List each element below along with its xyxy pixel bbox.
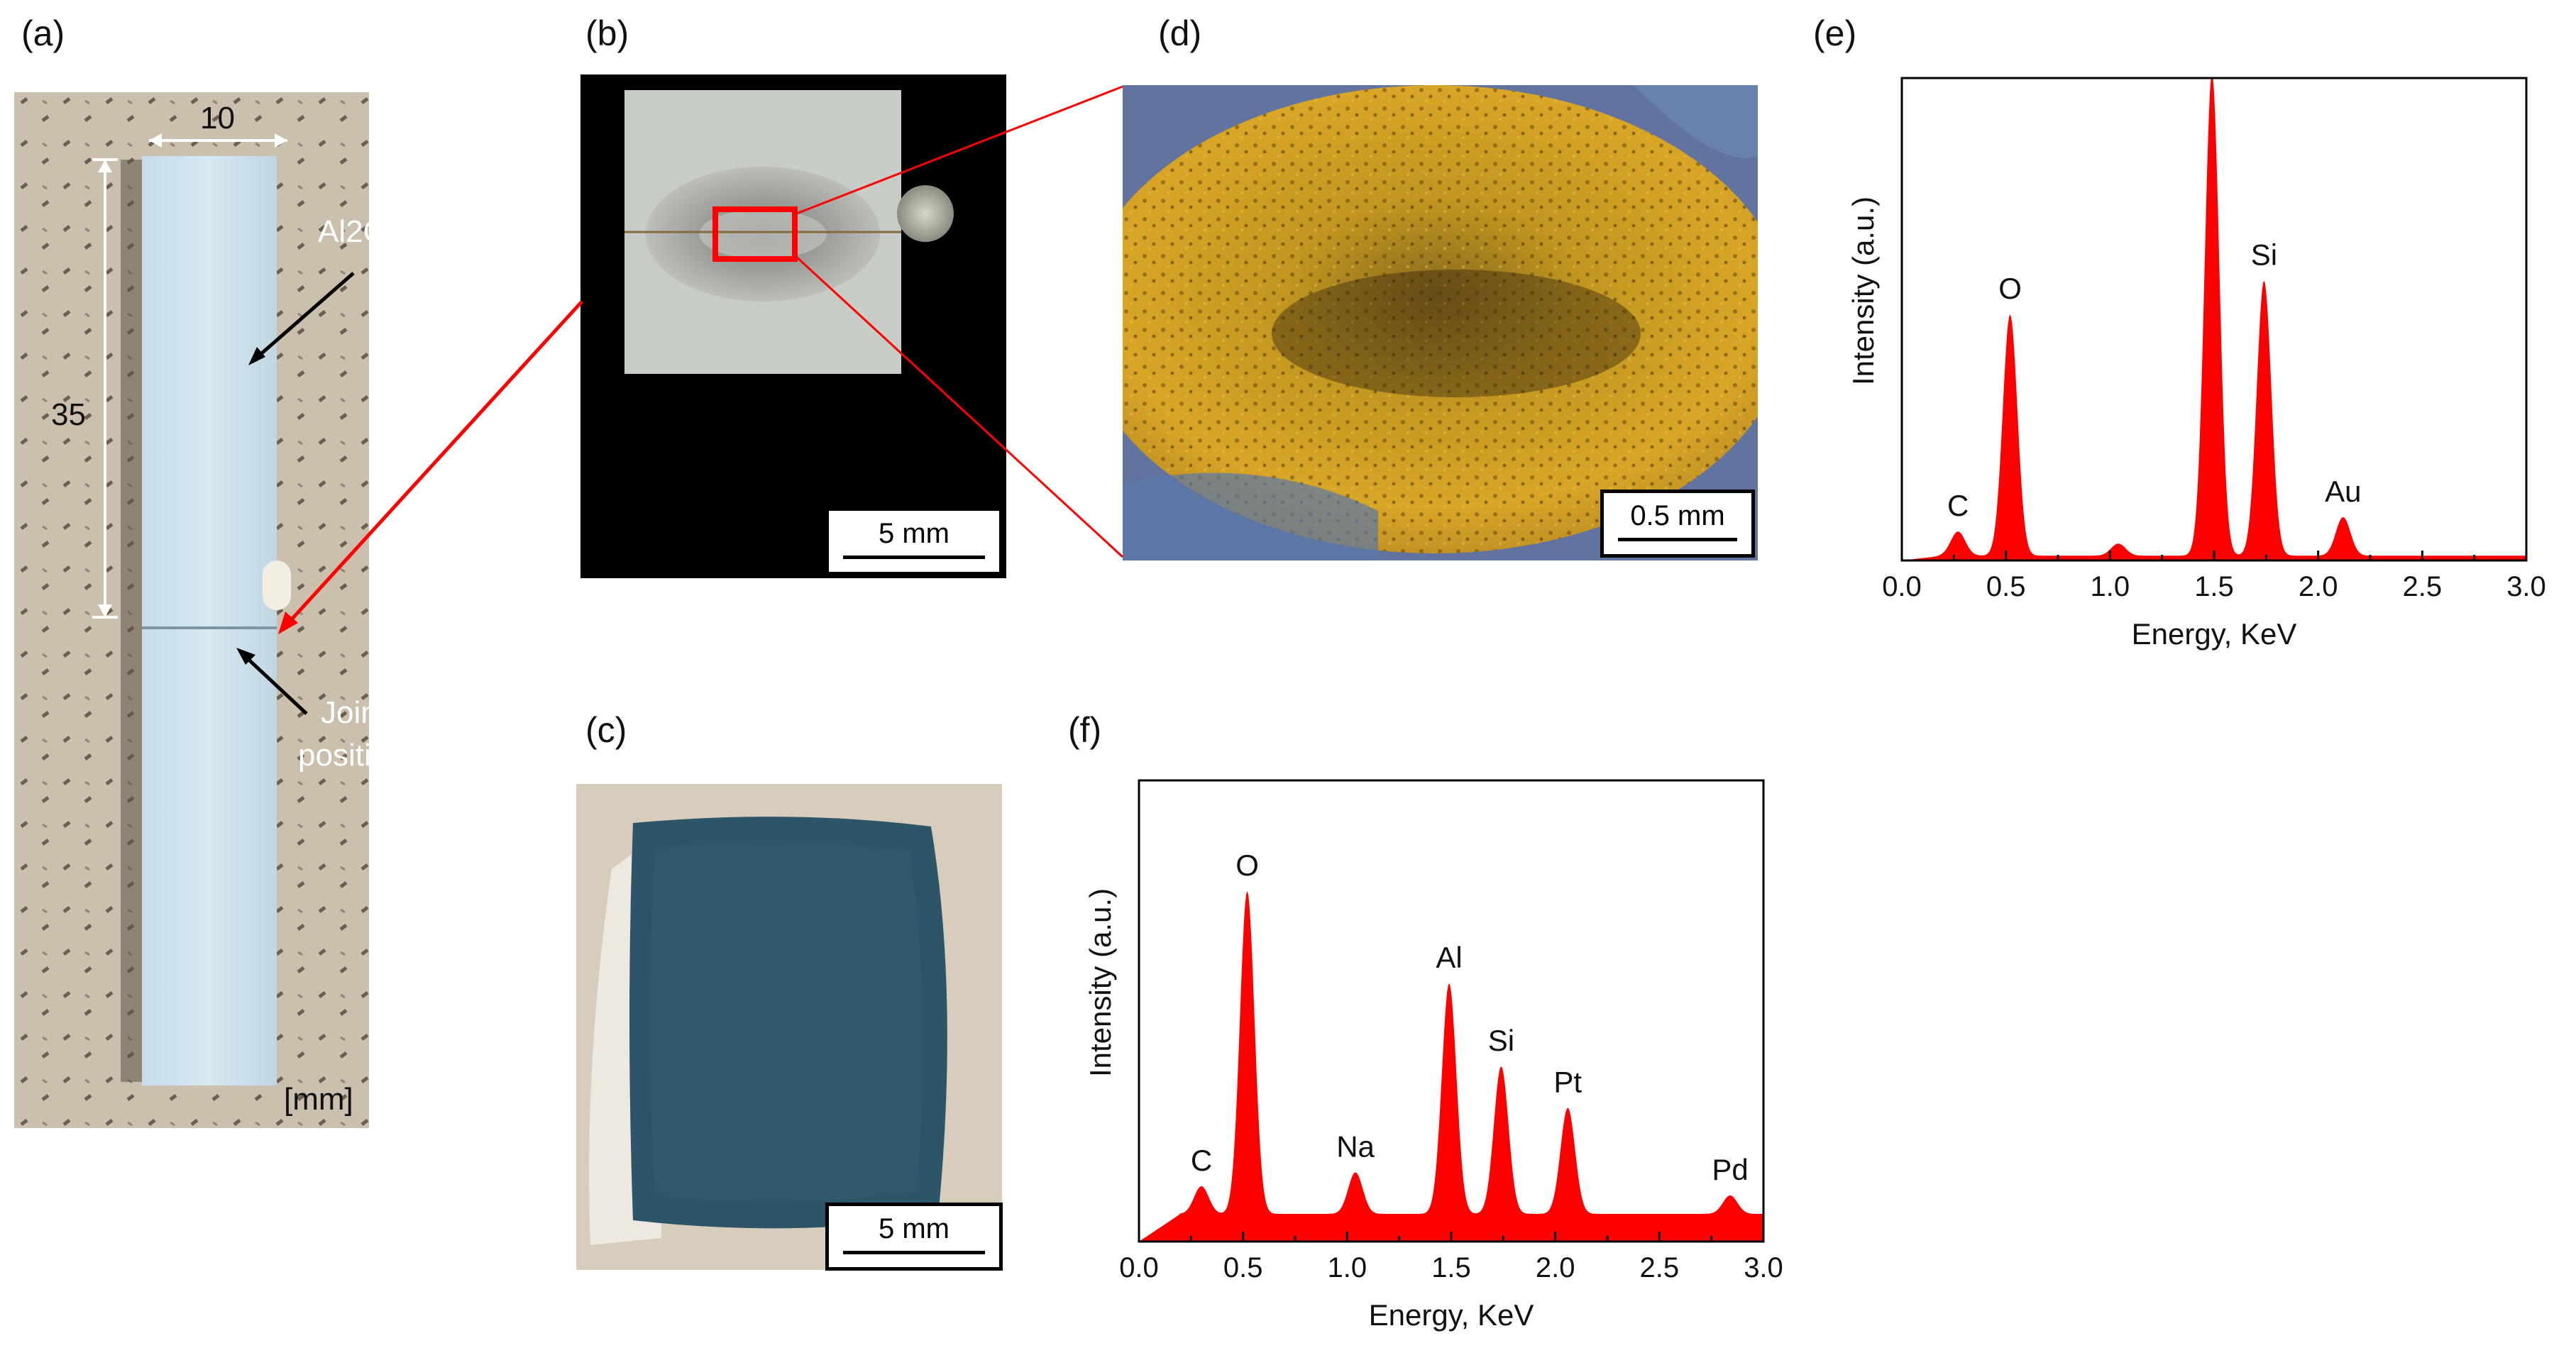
scale-bar-c-line: [843, 1251, 985, 1254]
panel-d-image: [1080, 85, 1790, 560]
panel-a-photo: [14, 92, 369, 1128]
x-tick-label: 2.0: [2299, 571, 2338, 602]
scale-bar-d-line: [1618, 538, 1737, 541]
panel-a-annotations: [92, 133, 355, 715]
x-tick-label: 1.5: [2194, 571, 2234, 602]
x-tick-label: 1.0: [2091, 571, 2130, 602]
scale-bar-d: 0.5 mm: [1600, 490, 1755, 558]
panel-label-c: (c): [585, 710, 627, 750]
panel-label-a: (a): [21, 13, 65, 53]
eds-spectrum-chart-e: 0.0 0.5 1.0 1.5 2.0 2.5 3.0 Energy, KeV Intensit…: [1846, 77, 2546, 651]
dimension-width: 10: [200, 101, 235, 136]
zoom-region-box: [712, 206, 798, 262]
peak-label-o: O: [1235, 849, 1259, 882]
scale-bar-b-label: 5 mm: [879, 518, 950, 549]
peak-label-al: Al: [1436, 941, 1462, 974]
panel-label-e: (e): [1813, 13, 1857, 53]
peak-label-si: Si: [2251, 238, 2277, 272]
x-tick-label: 3.0: [2506, 571, 2546, 602]
x-tick-label: 2.0: [1536, 1252, 1575, 1283]
spectrum-area: [1902, 78, 2526, 560]
x-tick-label: 2.5: [1640, 1252, 1680, 1283]
x-tick-label: 2.5: [2403, 571, 2443, 602]
joint-pointer-arrow: [282, 300, 583, 629]
scale-bar-d-label: 0.5 mm: [1630, 500, 1725, 531]
ceramic-bar-photo: [14, 92, 369, 1128]
joint-cross-section-image: [624, 90, 954, 374]
peak-label-c: C: [1947, 489, 1969, 522]
scale-bar-b-line: [843, 556, 985, 559]
spectrum-area: [1139, 891, 1763, 1242]
panel-label-b: (b): [585, 13, 629, 53]
material-label: Al2O3: [318, 214, 405, 249]
peak-label-pt: Pt: [1553, 1066, 1582, 1099]
peak-label-au: Au: [2325, 475, 2361, 508]
x-axis-label: Energy, KeV: [1369, 1298, 1534, 1332]
x-tick-label: 0.5: [1986, 571, 2026, 602]
panel-label-f: (f): [1068, 710, 1102, 750]
fracture-surface-photo: [576, 784, 1002, 1270]
scale-bar-c: 5 mm: [825, 1203, 1003, 1271]
joint-pointer-arrowhead: [278, 612, 298, 634]
x-tick-label: 0.0: [1119, 1252, 1159, 1283]
magnified-joint-image: [1080, 85, 1790, 560]
scale-bar-b: 5 mm: [825, 507, 1003, 575]
connector-bottom-line: [793, 254, 1124, 558]
x-tick-label: 0.0: [1882, 571, 1922, 602]
x-tick-label: 0.5: [1223, 1252, 1263, 1283]
peak-label-pd: Pd: [1712, 1153, 1748, 1186]
y-axis-label: Intensity (a.u.): [1846, 197, 1880, 385]
x-axis-label: Energy, KeV: [2132, 617, 2297, 651]
joined-label-line2: position: [298, 738, 406, 773]
x-tick-label: 1.5: [1431, 1252, 1471, 1283]
connector-top-line: [794, 85, 1123, 216]
x-tick-label: 3.0: [1744, 1252, 1783, 1283]
unit-label: [mm]: [284, 1082, 353, 1117]
peak-label-na: Na: [1336, 1130, 1375, 1164]
peak-label-si: Si: [1488, 1024, 1514, 1057]
peak-label-c: C: [1191, 1144, 1212, 1177]
y-axis-label: Intensity (a.u.): [1084, 888, 1117, 1077]
panel-c-image: [576, 784, 1002, 1270]
x-tick-label: 1.0: [1328, 1252, 1367, 1283]
eds-spectrum-chart-f: 0.0 0.5 1.0 1.5 2.0 2.5 3.0 Energy, KeV Intensit…: [1084, 779, 1783, 1332]
peak-label-o: O: [1998, 272, 2022, 305]
panel-label-d: (d): [1158, 13, 1202, 53]
joined-label-line1: Joined: [321, 695, 413, 730]
dimension-length: 35: [51, 397, 86, 432]
scale-bar-c-label: 5 mm: [879, 1213, 950, 1244]
